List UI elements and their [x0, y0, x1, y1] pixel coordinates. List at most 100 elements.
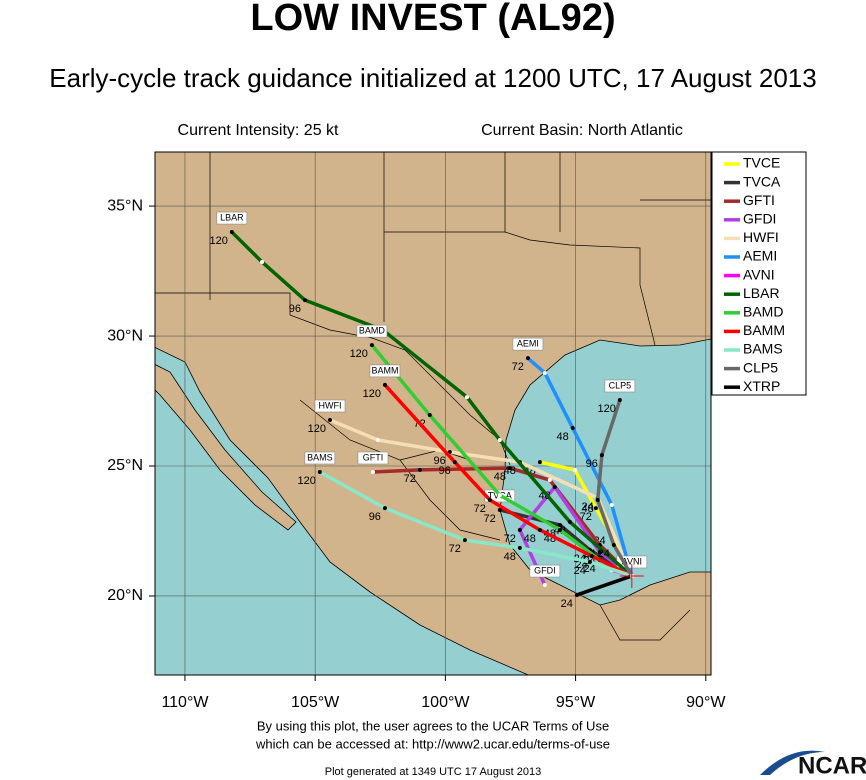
legend-label: BAMS: [743, 341, 783, 357]
land: [155, 152, 711, 675]
track-point: [497, 438, 502, 443]
track-point: [595, 498, 600, 503]
track-point: [542, 370, 547, 375]
track-point: [464, 395, 469, 400]
track-point: [260, 259, 265, 264]
legend-label: BAMD: [743, 304, 783, 320]
map-frame: [154, 151, 712, 676]
track-point: [317, 469, 322, 474]
hour-label: 72: [504, 533, 516, 545]
hour-label: 48: [494, 471, 506, 483]
lon-tick-label: 110°W: [161, 694, 209, 711]
hour-label: 24: [561, 598, 573, 610]
lat-tick-label: 25°N: [107, 457, 143, 474]
model-box-label: AEMI: [517, 339, 539, 349]
legend-label: LBAR: [743, 285, 780, 301]
track-point: [572, 467, 577, 472]
legend-label: BAMM: [743, 322, 785, 338]
legend-label: HWFI: [743, 229, 779, 245]
track-point: [567, 519, 572, 524]
hour-label: 72: [512, 361, 524, 373]
lat-tick-label: 35°N: [107, 197, 143, 214]
lon-tick-label: 95°W: [556, 694, 596, 711]
hour-label: 24: [581, 501, 593, 513]
track-point: [599, 453, 604, 458]
model-box: [512, 337, 544, 351]
track-point: [517, 545, 522, 550]
track-point: [611, 543, 616, 548]
hour-label: 48: [581, 503, 593, 515]
hour-label: 96: [438, 465, 450, 477]
hour-label: 120: [363, 388, 381, 400]
track-point: [570, 426, 575, 431]
track-point: [587, 559, 592, 564]
track-point: [507, 466, 512, 471]
basin: Current Basin: North Atlantic: [481, 122, 683, 139]
hour-label: 72: [449, 543, 461, 555]
hour-label: 48: [524, 533, 536, 545]
track-point: [229, 230, 234, 235]
model-box: [304, 451, 336, 465]
track-point: [537, 460, 542, 465]
track-point: [589, 553, 594, 558]
lon-tick-label: 100°W: [421, 694, 470, 711]
hour-label: 120: [597, 403, 615, 415]
track-point: [593, 506, 598, 511]
track-point: [542, 583, 547, 588]
hour-label: 120: [209, 235, 227, 247]
track-point: [557, 523, 562, 528]
model-box-label: GFDI: [534, 565, 556, 575]
lat-tick-label: 30°N: [107, 327, 143, 344]
model-box: [314, 399, 346, 413]
axes: 110°W 105°W 100°W 95°W 90°W 20°N 25°N 30°N 35°N: [107, 197, 726, 711]
hour-label: 96: [586, 458, 598, 470]
title: LOW INVEST (AL92): [250, 0, 615, 39]
intensity: Current Intensity: 25 kt: [178, 122, 340, 139]
hour-label: 120: [297, 475, 315, 487]
legend-label: XTRP: [743, 378, 780, 394]
track-line: [576, 574, 633, 597]
track-point: [417, 467, 422, 472]
track-point: [375, 438, 380, 443]
track-point: [537, 527, 542, 532]
model-box: [356, 324, 388, 338]
legend-label: TVCE: [743, 155, 780, 171]
hour-label: 96: [369, 511, 381, 523]
model-box-label: CLP5: [609, 380, 632, 390]
track-point: [609, 502, 614, 507]
logo: NCAR: [760, 750, 866, 779]
track-point: [427, 413, 432, 418]
model-box-label: LBAR: [220, 212, 244, 222]
model-box-label: BAMM: [371, 365, 398, 375]
model-box: [357, 451, 389, 465]
map: 247248244872TVCA244872GFTI244872GFDI2448…: [155, 152, 711, 675]
track-point: [497, 493, 502, 498]
model-box-label: HWFI: [319, 400, 342, 410]
track-point: [382, 506, 387, 511]
hour-label: 48: [504, 551, 516, 563]
hour-label: 120: [350, 348, 368, 360]
subtitle: Early-cycle track guidance initialized a…: [49, 63, 816, 93]
legend-label: AVNI: [743, 266, 775, 282]
lat-tick-label: 20°N: [107, 587, 143, 604]
track-point: [617, 397, 622, 402]
model-box-label: AVNI: [622, 556, 642, 566]
legend-box: [711, 151, 807, 396]
hour-label: 96: [289, 303, 301, 315]
legend-label: TVCA: [743, 173, 781, 189]
track-point: [303, 298, 308, 303]
track-point: [497, 507, 502, 512]
hour-label: 48: [556, 431, 568, 443]
track-point: [462, 538, 467, 543]
terms-line-2: which can be accessed at: http://www2.uc…: [255, 736, 610, 751]
track-point: [525, 356, 530, 361]
track-point: [382, 382, 387, 387]
track-point: [517, 527, 522, 532]
model-box-label: BAMD: [359, 326, 386, 336]
hour-label: 48: [504, 465, 516, 477]
tracks: 247248244872TVCA244872GFTI244872GFDI2448…: [209, 211, 648, 610]
track-point: [328, 417, 333, 422]
model-box: [604, 379, 636, 393]
lon-tick-label: 90°W: [686, 694, 726, 711]
